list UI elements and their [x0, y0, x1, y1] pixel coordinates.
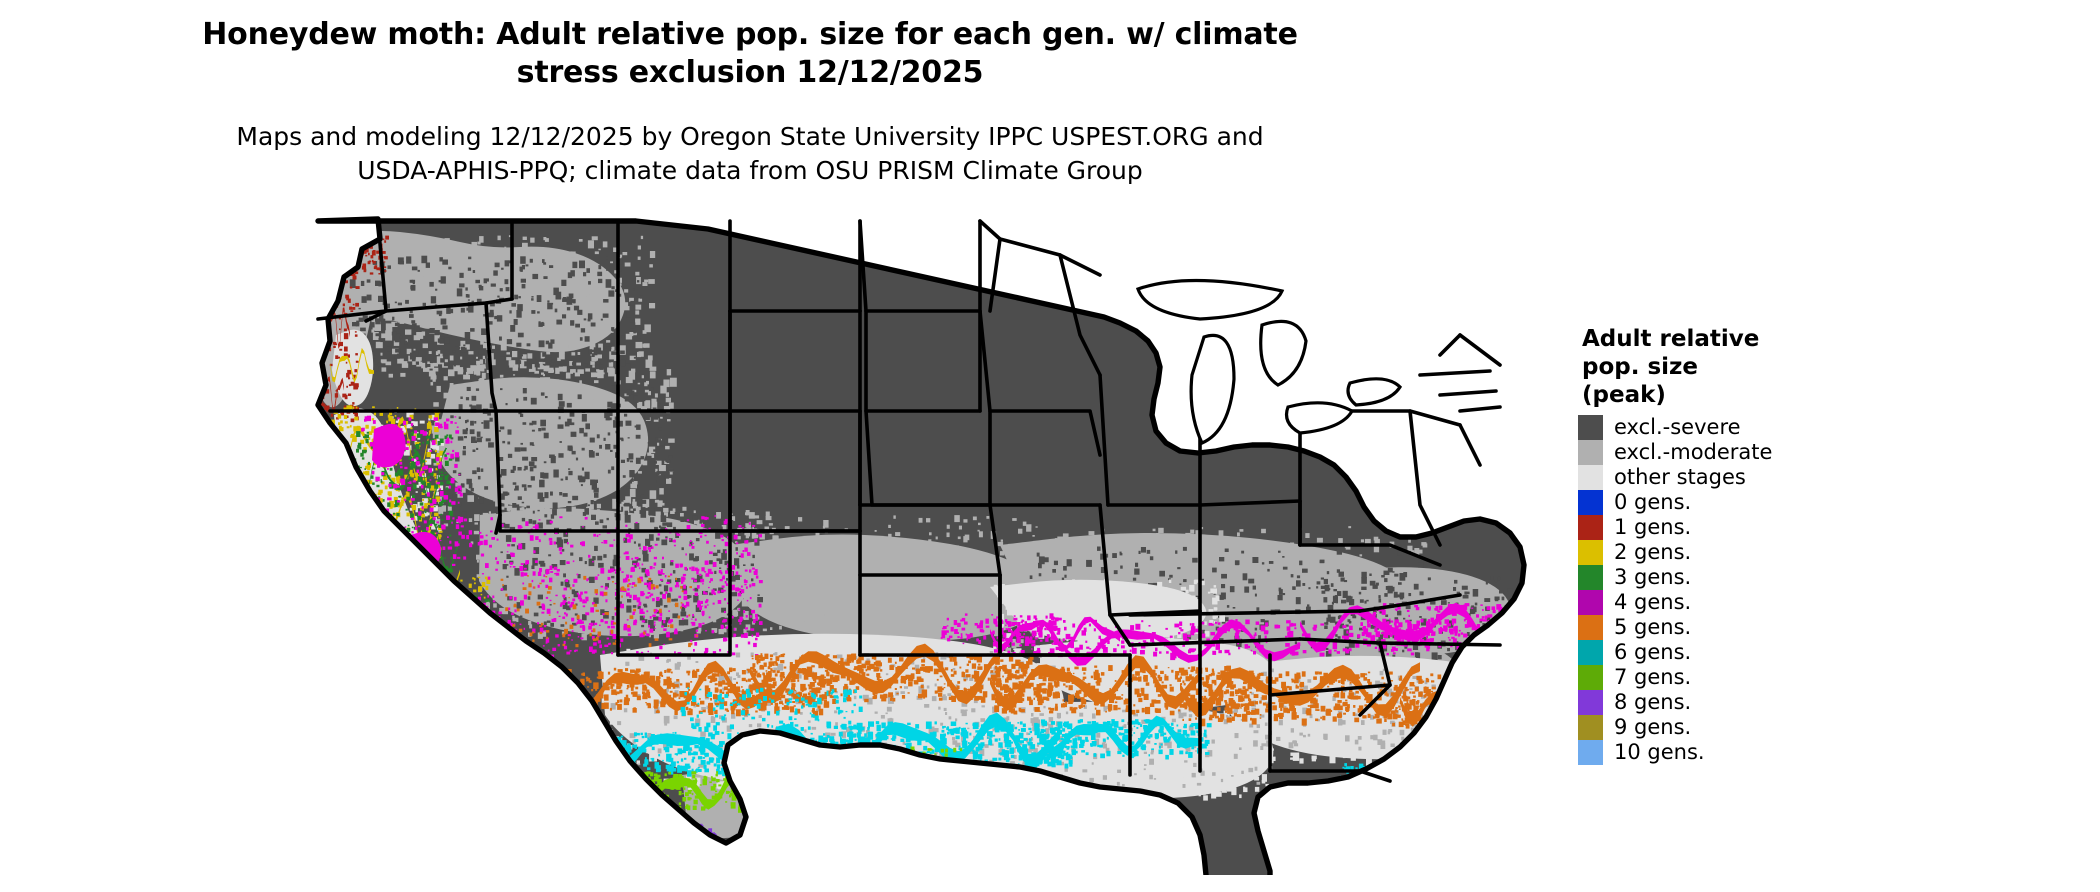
subtitle-line-2: USDA-APHIS-PPQ; climate data from OSU PR… — [357, 156, 1143, 185]
legend-row-2: other stages — [1578, 465, 1908, 490]
legend-swatch-icon — [1578, 740, 1603, 765]
state-border — [1268, 683, 1392, 697]
state-border — [1198, 499, 1302, 507]
legend-swatch-icon — [1578, 615, 1603, 640]
subtitle-line-1: Maps and modeling 12/12/2025 by Oregon S… — [236, 122, 1264, 151]
legend-title: Adult relative pop. size (peak) — [1582, 325, 1772, 409]
title-line-1: Honeydew moth: Adult relative pop. size … — [202, 17, 1298, 52]
legend-swatch-icon — [1578, 565, 1603, 590]
legend-label: excl.-severe — [1614, 415, 1741, 439]
legend-row-1: excl.-moderate — [1578, 440, 1908, 465]
legend-row-4: 1 gens. — [1578, 515, 1908, 540]
legend-row-8: 5 gens. — [1578, 615, 1908, 640]
legend-label: 8 gens. — [1614, 690, 1692, 714]
map-legend: Adult relative pop. size (peak) excl.-seve… — [1578, 325, 1908, 765]
legend-label: 6 gens. — [1614, 640, 1692, 664]
great-lake — [1135, 278, 1285, 321]
state-border — [1098, 373, 1110, 507]
legend-swatch-icon — [1578, 590, 1603, 615]
legend-swatch-icon — [1578, 465, 1603, 490]
great-lake — [1259, 319, 1308, 387]
legend-title-line-3: (peak) — [1582, 382, 1666, 408]
legend-swatch-icon — [1578, 490, 1603, 515]
state-border — [1298, 543, 1442, 567]
legend-row-11: 8 gens. — [1578, 690, 1908, 715]
legend-label: 0 gens. — [1614, 490, 1692, 514]
state-border — [1408, 409, 1442, 547]
legend-swatch-icon — [1578, 665, 1603, 690]
legend-row-10: 7 gens. — [1578, 665, 1908, 690]
title-line-2: stress exclusion 12/12/2025 — [516, 55, 984, 90]
us-map-svg — [315, 216, 1527, 875]
state-border — [1458, 423, 1482, 467]
state-border — [1458, 405, 1502, 413]
great-lake — [1189, 333, 1236, 446]
state-border — [1458, 333, 1502, 367]
state-border — [1438, 333, 1462, 357]
legend-row-3: 0 gens. — [1578, 490, 1908, 515]
legend-swatch-icon — [1578, 515, 1603, 540]
state-border — [1378, 641, 1502, 647]
state-border — [988, 409, 1102, 457]
state-border — [728, 529, 862, 657]
legend-swatch-icon — [1578, 440, 1603, 465]
legend-row-13: 10 gens. — [1578, 740, 1908, 765]
state-border — [988, 237, 1002, 313]
legend-row-7: 4 gens. — [1578, 590, 1908, 615]
state-border — [316, 297, 514, 321]
figure-subtitle: Maps and modeling 12/12/2025 by Oregon S… — [0, 120, 1500, 188]
state-border — [1358, 593, 1462, 613]
map-raster-layer — [318, 219, 1524, 875]
state-border — [1418, 369, 1492, 377]
state-border — [1128, 637, 1302, 647]
legend-label: other stages — [1614, 465, 1746, 489]
legend-row-9: 6 gens. — [1578, 640, 1908, 665]
legend-label: 1 gens. — [1614, 515, 1692, 539]
great-lake — [1346, 377, 1403, 407]
legend-label: 3 gens. — [1614, 565, 1692, 589]
us-map — [300, 215, 1560, 875]
state-border-layer — [315, 216, 1527, 875]
legend-swatch-icon — [1578, 640, 1603, 665]
legend-label: 10 gens. — [1614, 740, 1705, 764]
legend-label: 4 gens. — [1614, 590, 1692, 614]
legend-title-line-1: Adult relative — [1582, 326, 1760, 352]
state-border — [1298, 637, 1382, 645]
national-outline — [315, 216, 1527, 875]
legend-row-5: 2 gens. — [1578, 540, 1908, 565]
legend-title-line-2: pop. size — [1582, 354, 1699, 380]
legend-swatch-icon — [1578, 415, 1603, 440]
state-border — [484, 301, 498, 413]
legend-swatch-icon — [1578, 715, 1603, 740]
legend-label: 7 gens. — [1614, 665, 1692, 689]
legend-row-12: 9 gens. — [1578, 715, 1908, 740]
state-border — [978, 219, 1102, 277]
legend-swatch-icon — [1578, 540, 1603, 565]
great-lake — [1284, 401, 1355, 435]
legend-label: 9 gens. — [1614, 715, 1692, 739]
state-border — [498, 513, 620, 533]
legend-row-6: 3 gens. — [1578, 565, 1908, 590]
legend-row-0: excl.-severe — [1578, 415, 1908, 440]
legend-swatch-icon — [1578, 690, 1603, 715]
legend-label: 5 gens. — [1614, 615, 1692, 639]
figure-title: Honeydew moth: Adult relative pop. size … — [0, 16, 1500, 92]
state-border — [1438, 389, 1498, 397]
state-border — [998, 573, 1112, 657]
legend-items: excl.-severe excl.-moderate other stages 0 … — [1578, 415, 1908, 765]
legend-label: excl.-moderate — [1614, 440, 1773, 464]
state-border — [1058, 253, 1102, 377]
legend-label: 2 gens. — [1614, 540, 1692, 564]
state-border — [1128, 609, 1362, 617]
state-border — [616, 529, 732, 657]
